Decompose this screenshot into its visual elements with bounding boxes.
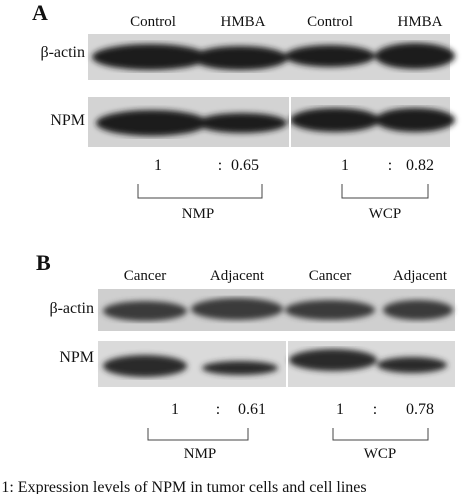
lane-label: Control bbox=[130, 14, 176, 30]
group-label: WCP bbox=[364, 446, 397, 462]
ratio: 1 bbox=[154, 157, 162, 174]
row-label: NPM bbox=[50, 112, 85, 129]
ratio: : bbox=[216, 401, 220, 418]
panel-label: A bbox=[32, 0, 48, 25]
ratio: : bbox=[388, 157, 392, 174]
lane-label: HMBA bbox=[397, 14, 442, 30]
ratio: 1 bbox=[336, 401, 344, 418]
row-label: β-actin bbox=[40, 44, 85, 61]
lane-label: Adjacent bbox=[393, 268, 448, 284]
ratio: 0.78 bbox=[406, 401, 434, 418]
ratio: : bbox=[373, 401, 377, 418]
lane-label: Adjacent bbox=[210, 268, 265, 284]
ratio: 1 bbox=[341, 157, 349, 174]
ratio: 0.65 bbox=[231, 157, 259, 174]
group-label: NMP bbox=[184, 446, 217, 462]
bracket bbox=[341, 184, 429, 199]
ratio: 1 bbox=[171, 401, 179, 418]
blot bbox=[98, 289, 455, 387]
group-label: NMP bbox=[182, 206, 215, 222]
lane-label: HMBA bbox=[220, 14, 265, 30]
bracket bbox=[137, 184, 263, 199]
row-label: NPM bbox=[59, 349, 94, 366]
group-label: WCP bbox=[369, 206, 402, 222]
caption: Fig. 1: Expression levels of NPM in tumo… bbox=[0, 479, 367, 494]
panel-label: B bbox=[36, 250, 51, 275]
ratio: 0.82 bbox=[406, 157, 434, 174]
ratio: : bbox=[218, 157, 222, 174]
row-label: β-actin bbox=[49, 300, 94, 317]
blot bbox=[88, 34, 455, 147]
lane-label: Cancer bbox=[124, 268, 166, 284]
lane-label: Control bbox=[307, 14, 353, 30]
bracket bbox=[147, 428, 249, 441]
lane-label: Cancer bbox=[309, 268, 351, 284]
bracket bbox=[332, 428, 429, 441]
ratio: 0.61 bbox=[238, 401, 266, 418]
